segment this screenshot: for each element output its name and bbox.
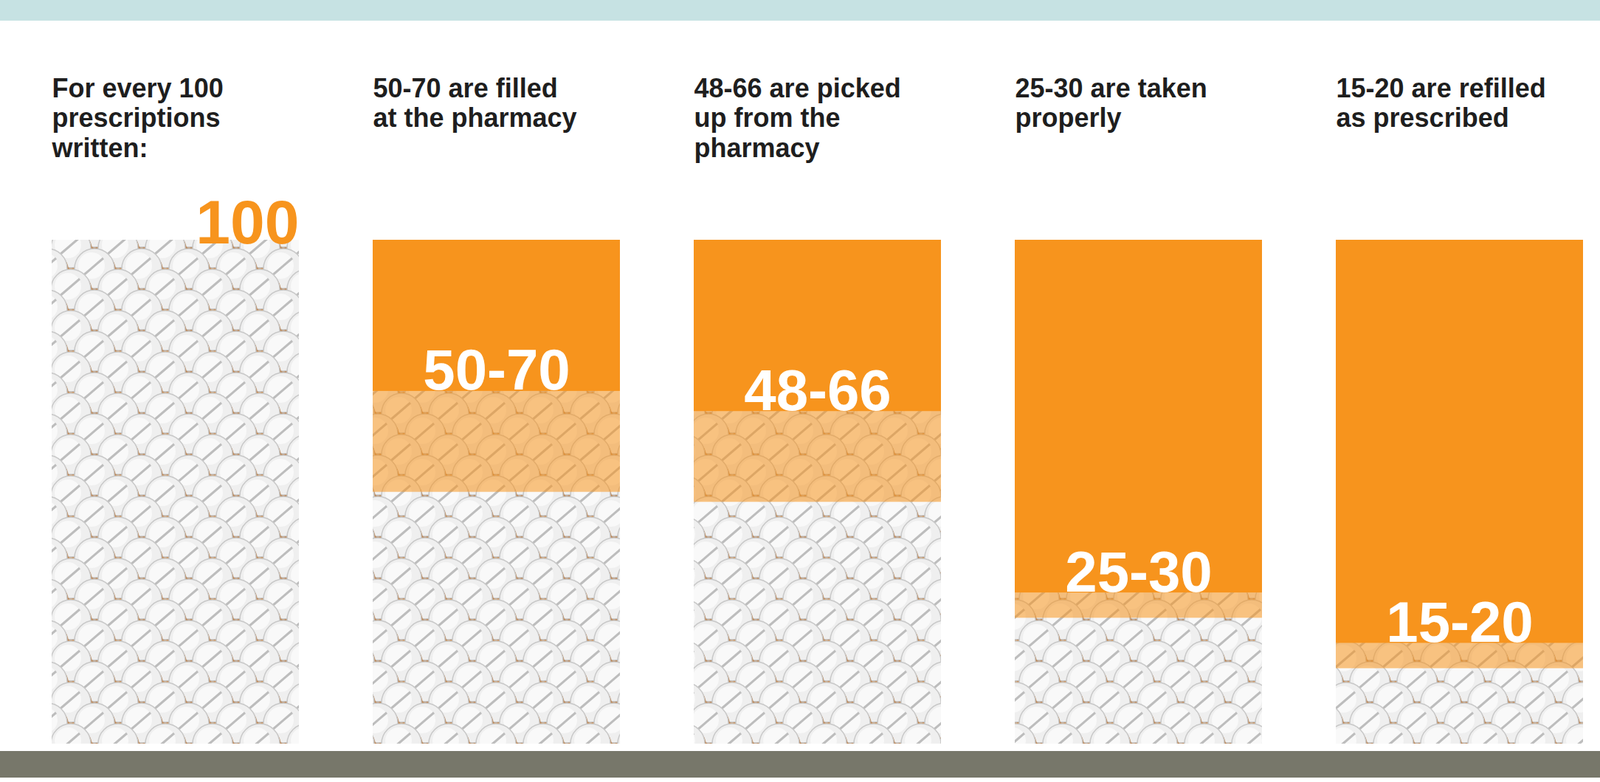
svg-text:48-66 are pickedup from thepha: 48-66 are pickedup from thepharmacy [694, 73, 902, 164]
svg-text:100: 100 [195, 187, 299, 257]
svg-text:15-20 are refilledas prescribe: 15-20 are refilledas prescribed [1336, 73, 1547, 133]
svg-text:15-20: 15-20 [1385, 589, 1534, 655]
svg-text:25-30 are takenproperly: 25-30 are takenproperly [1015, 73, 1208, 133]
svg-text:25-30: 25-30 [1064, 539, 1213, 605]
svg-text:48-66: 48-66 [743, 357, 892, 423]
svg-text:50-70 are filledat the pharmac: 50-70 are filledat the pharmacy [373, 73, 578, 133]
svg-text:50-70: 50-70 [422, 337, 571, 403]
svg-text:For every 100prescriptionswrit: For every 100prescriptionswritten: [51, 73, 224, 164]
